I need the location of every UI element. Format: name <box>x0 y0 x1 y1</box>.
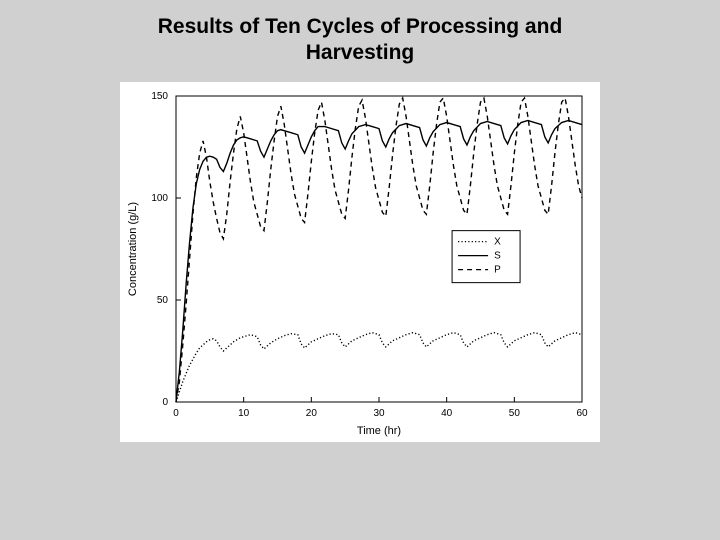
series-P <box>176 98 582 402</box>
page-title: Results of Ten Cycles of Processing and … <box>0 14 720 67</box>
series-S <box>176 120 582 402</box>
plot-area <box>176 96 582 402</box>
x-tick-label: 20 <box>306 408 318 419</box>
legend-label: S <box>494 251 501 262</box>
title-line-2: Harvesting <box>306 41 415 64</box>
y-tick-label: 50 <box>157 295 169 306</box>
x-tick-label: 10 <box>238 408 250 419</box>
y-tick-label: 150 <box>151 91 168 102</box>
x-axis-label: Time (hr) <box>357 425 401 437</box>
y-tick-label: 0 <box>162 397 168 408</box>
legend-label: P <box>494 265 501 276</box>
legend-box <box>452 231 520 283</box>
x-tick-label: 60 <box>576 408 588 419</box>
x-tick-label: 30 <box>373 408 385 419</box>
chart-container: 0 10 20 30 40 50 60 0 50 100 150 Time (hr) Concentra… <box>120 82 600 442</box>
legend-label: X <box>494 237 501 248</box>
x-tick-label: 0 <box>173 408 179 419</box>
slide: Results of Ten Cycles of Processing and … <box>0 0 720 540</box>
x-tick-label: 40 <box>441 408 453 419</box>
y-axis-label: Concentration (g/L) <box>127 202 139 296</box>
title-line-1: Results of Ten Cycles of Processing and <box>158 15 563 38</box>
y-tick-label: 100 <box>151 193 168 204</box>
concentration-chart: 0 10 20 30 40 50 60 0 50 100 150 Time (hr) Concentra… <box>120 82 600 442</box>
series-X <box>176 333 582 402</box>
x-tick-label: 50 <box>509 408 521 419</box>
